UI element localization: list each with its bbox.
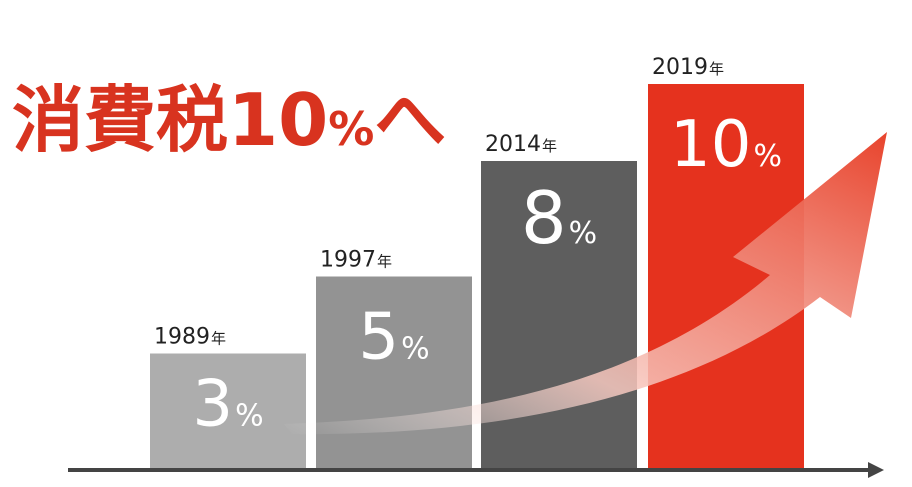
year-number: 2019 [652,55,708,80]
value-label-2014: 8% [521,176,597,260]
value-number: 8 [521,176,567,260]
bar-1989 [150,353,306,469]
year-suffix: 年 [211,330,226,348]
year-number: 2014 [485,132,541,157]
value-label-1997: 5% [358,301,429,375]
value-unit: % [235,399,264,434]
value-unit: % [753,139,782,174]
year-suffix: 年 [542,137,557,155]
x-axis-arrow-icon [868,462,884,478]
year-label-1997: 1997年 [320,248,392,273]
value-number: 5 [358,301,399,375]
bars-group [150,84,804,469]
title-tail-text: へ [374,78,446,162]
year-suffix: 年 [377,253,392,271]
value-unit: % [569,216,598,251]
title-main-text: 消費税10 [12,78,328,162]
value-number: 10 [670,108,751,182]
year-number: 1997 [320,248,376,273]
year-suffix: 年 [709,60,724,78]
trend-arrow-icon [284,132,887,435]
year-number: 1989 [154,325,210,350]
value-label-1989: 3% [192,368,263,442]
year-label-1989: 1989年 [154,325,226,350]
value-label-2019: 10% [670,108,782,182]
year-label-2019: 2019年 [652,55,724,80]
value-labels-group: 3%5%8%10% [192,108,782,442]
value-unit: % [401,332,430,367]
bar-1997 [316,276,472,469]
value-number: 3 [192,368,233,442]
chart-title: 消費税10%へ [12,78,446,162]
title-percent-sign: % [328,102,374,156]
year-label-2014: 2014年 [485,132,557,157]
